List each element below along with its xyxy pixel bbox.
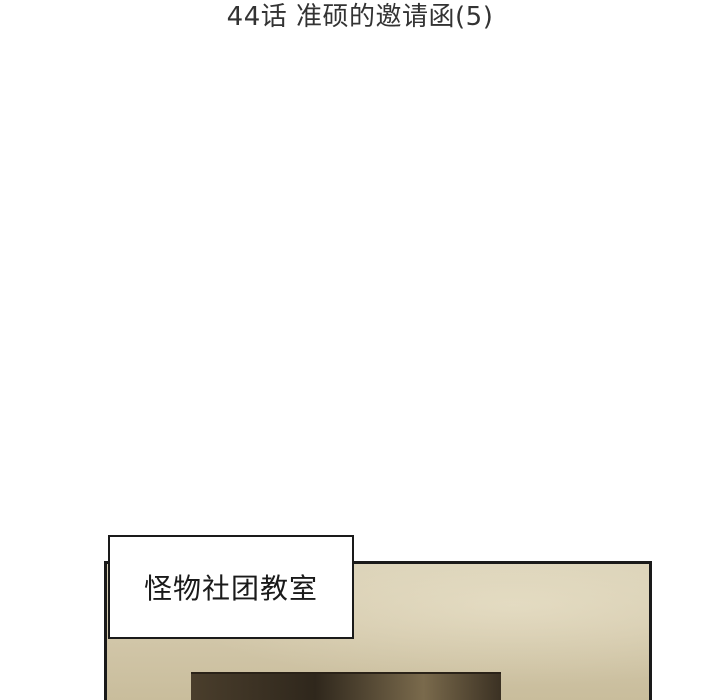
chapter-title: 44话 准硕的邀请函(5): [226, 2, 494, 32]
club-sign-illustration: [191, 672, 501, 700]
caption-text: 怪物社团教室: [143, 572, 318, 605]
caption-box: 怪物社团教室: [108, 535, 354, 639]
